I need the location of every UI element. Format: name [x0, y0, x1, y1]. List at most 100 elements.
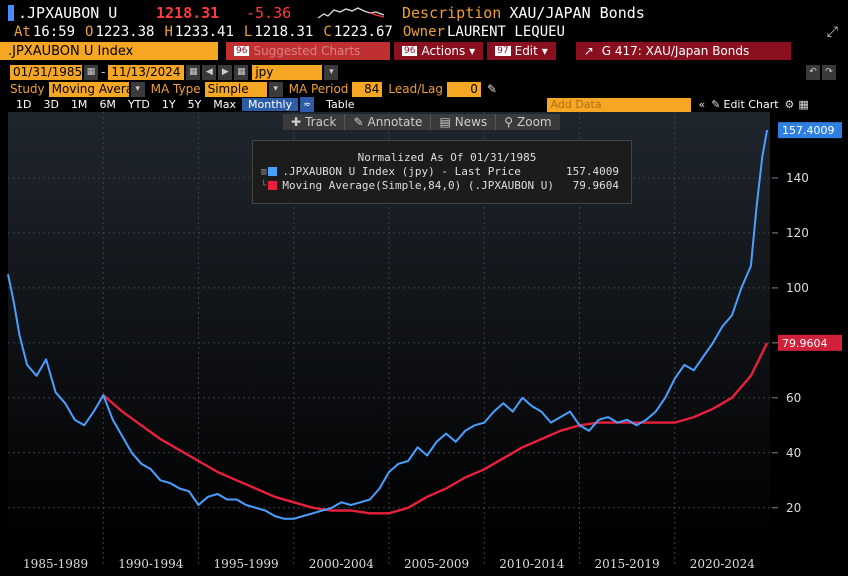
end-calendar-icon[interactable]: ▦ [186, 64, 201, 80]
news-label: News [454, 115, 488, 129]
ma-type-field[interactable]: Simple [204, 81, 267, 97]
tab-3d[interactable]: 3D [43, 98, 59, 111]
legend-title: Normalized As Of 01/31/1985 [357, 151, 537, 164]
tab-5y[interactable]: 5Y [187, 98, 202, 111]
high-label: H [164, 24, 173, 40]
ma-tag-label: 79.9604 [782, 337, 828, 350]
last-value-tags: 157.4009 79.9604 [778, 122, 842, 351]
x-axis: 1985-1989 1990-1994 1995-1999 2000-2004 2005… [23, 557, 755, 571]
next-period-icon[interactable]: ▶ [218, 64, 233, 80]
sparkline-icon [317, 7, 385, 19]
x-tick-label: 2000-2004 [309, 557, 374, 571]
settings-icon[interactable]: ⚙ [784, 98, 795, 111]
ma-tag [778, 334, 842, 351]
leadlag-label: Lead/Lag [388, 82, 443, 96]
zoom-tool[interactable]: ⚲ Zoom [496, 114, 559, 130]
y-tick-label: 60 [786, 391, 801, 405]
collapse-icon[interactable]: « [698, 98, 706, 111]
annotate-label: Annotate [367, 115, 423, 129]
legend-label-ma: Moving Average(Simple,84,0) (.JPXAUBON U… [282, 179, 554, 192]
legend-expand-icon[interactable]: ▥ [261, 166, 267, 177]
popout-icon: ↗ [583, 44, 594, 58]
legend-swatch-price [268, 167, 278, 176]
edit-chart-pencil-icon: ✎ [711, 98, 721, 111]
legend-swatch-ma [268, 181, 278, 190]
pencil-icon[interactable]: ✎ [486, 82, 497, 96]
price-change: -5.36 [246, 4, 292, 22]
redo-icon[interactable]: ↷ [822, 64, 836, 80]
study-bar: Study Moving Avera ▾ MA Type Simple ▾ MA… [0, 81, 848, 97]
edit-label: Edit [514, 44, 538, 58]
x-tick-label: 2015-2019 [595, 557, 660, 571]
price-tag [778, 122, 842, 139]
y-tick-label: 40 [786, 446, 801, 460]
security-color-swatch [8, 5, 14, 21]
low-label: L [243, 24, 253, 40]
study-field[interactable]: Moving Avera [48, 81, 133, 97]
x-tick-label: 2010-2014 [499, 557, 564, 571]
actions-num: 96 [402, 46, 418, 56]
add-data-input[interactable]: Add Data [546, 97, 691, 112]
security-header: .JPXAUBON U 1218.31 -5.36 Description XA… [0, 2, 848, 24]
x-tick-label: 1995-1999 [214, 557, 279, 571]
tab-table[interactable]: Table [326, 98, 355, 111]
legend-item-price[interactable]: ▥ .JPXAUBON U Index (jpy) - Last Price 1… [261, 165, 631, 178]
date-range-bar: 01/31/1985 ▦ - 11/13/2024 ▦ ◀ ▶ ▦ jpy ▾ … [0, 64, 848, 80]
study-dropdown-icon[interactable]: ▾ [130, 81, 145, 97]
prev-period-icon[interactable]: ◀ [202, 64, 217, 80]
y-tick-label: 100 [786, 281, 809, 295]
legend-value-ma: 79.9604 [572, 179, 619, 192]
close-label: C [323, 24, 332, 40]
end-date-field[interactable]: 11/13/2024 [108, 64, 185, 80]
leadlag-field[interactable]: 0 [446, 81, 481, 97]
tab-1m[interactable]: 1M [70, 98, 88, 111]
x-tick-label: 1985-1989 [23, 557, 88, 571]
track-label: Track [305, 115, 337, 129]
edit-menu[interactable]: 97 Edit ▾ [487, 42, 556, 60]
chart-group-label: G 417: XAU/Japan Bonds [601, 44, 750, 58]
study-label: Study [10, 82, 45, 96]
ma-line [102, 342, 769, 515]
x-tick-label: 2020-2024 [690, 557, 755, 571]
annotate-icon: ✎ [353, 115, 364, 129]
expand-icon[interactable]: ▦ [798, 98, 809, 111]
zoom-label: Zoom [517, 115, 552, 129]
start-date-field[interactable]: 01/31/1985 [10, 64, 82, 80]
tab-1d[interactable]: 1D [16, 98, 32, 111]
chart-group-title[interactable]: ↗ G 417: XAU/Japan Bonds [575, 42, 791, 60]
open-label: O [85, 24, 94, 40]
legend-item-ma[interactable]: └ Moving Average(Simple,84,0) (.JPXAUBON… [261, 179, 631, 192]
track-tool[interactable]: ✚ Track [283, 114, 346, 130]
security-title[interactable]: .JPXAUBON U Index [0, 42, 218, 60]
ma-period-label: MA Period [288, 82, 349, 96]
low-value: 1218.31 [254, 24, 314, 40]
annotate-tool[interactable]: ✎ Annotate [345, 114, 432, 130]
tab-1y[interactable]: 1Y [161, 98, 176, 111]
currency-dropdown-icon[interactable]: ▾ [324, 64, 339, 80]
chart-type-icon[interactable]: ≈ [300, 97, 315, 112]
ticker-label[interactable]: .JPXAUBON U [18, 4, 118, 22]
tab-max[interactable]: Max [213, 98, 237, 111]
tab-ytd[interactable]: YTD [127, 98, 150, 111]
actions-menu[interactable]: 96 Actions ▾ [394, 42, 484, 60]
edit-chart-button[interactable]: Edit Chart [723, 98, 779, 111]
legend-branch-icon: └ [261, 180, 267, 191]
currency-field[interactable]: jpy [252, 64, 323, 80]
ma-series [102, 342, 769, 515]
news-tool[interactable]: ▤ News [431, 114, 497, 130]
range-picker-icon[interactable]: ▦ [234, 64, 249, 80]
tab-6m[interactable]: 6M [99, 98, 116, 111]
news-icon: ▤ [439, 115, 451, 129]
start-calendar-icon[interactable]: ▦ [84, 64, 98, 80]
ma-period-field[interactable]: 84 [352, 81, 383, 97]
undo-icon[interactable]: ↶ [806, 64, 820, 80]
y-tick-label: 20 [786, 501, 801, 515]
ma-type-dropdown-icon[interactable]: ▾ [268, 81, 283, 97]
tab-monthly[interactable]: Monthly [242, 98, 299, 111]
date-separator: - [101, 65, 106, 79]
suggested-charts-button[interactable]: 96 Suggested Charts [226, 42, 390, 60]
external-link-icon[interactable]: ⤢ [826, 24, 838, 40]
description-value: XAU/JAPAN Bonds [509, 4, 645, 22]
edit-num: 97 [495, 46, 511, 56]
chart-toolbar: .JPXAUBON U Index 96 Suggested Charts 96 A… [0, 42, 848, 60]
